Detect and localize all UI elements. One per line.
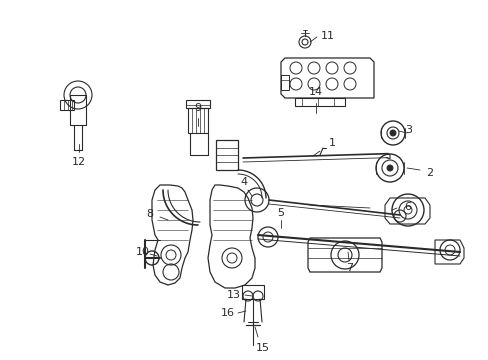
Text: 9: 9 xyxy=(194,103,201,113)
Bar xyxy=(294,98,345,106)
Text: 10: 10 xyxy=(136,247,150,257)
Bar xyxy=(242,285,264,299)
Bar xyxy=(187,108,207,133)
Text: 15: 15 xyxy=(256,343,269,353)
Text: 7: 7 xyxy=(346,263,353,273)
Bar xyxy=(281,75,288,90)
Text: 6: 6 xyxy=(404,202,411,212)
Text: 2: 2 xyxy=(426,168,433,178)
Text: 5: 5 xyxy=(277,208,284,218)
Text: 12: 12 xyxy=(72,157,86,167)
Text: 14: 14 xyxy=(308,87,323,97)
Text: 4: 4 xyxy=(240,177,247,187)
Bar xyxy=(216,140,238,170)
Text: 13: 13 xyxy=(226,290,241,300)
Circle shape xyxy=(389,130,395,136)
Text: 16: 16 xyxy=(221,308,235,318)
Text: 1: 1 xyxy=(328,138,335,148)
Bar xyxy=(185,100,209,108)
Bar xyxy=(60,100,74,110)
Circle shape xyxy=(386,165,392,171)
Text: 3: 3 xyxy=(405,125,412,135)
Text: 8: 8 xyxy=(146,209,153,219)
Text: 11: 11 xyxy=(320,31,334,41)
